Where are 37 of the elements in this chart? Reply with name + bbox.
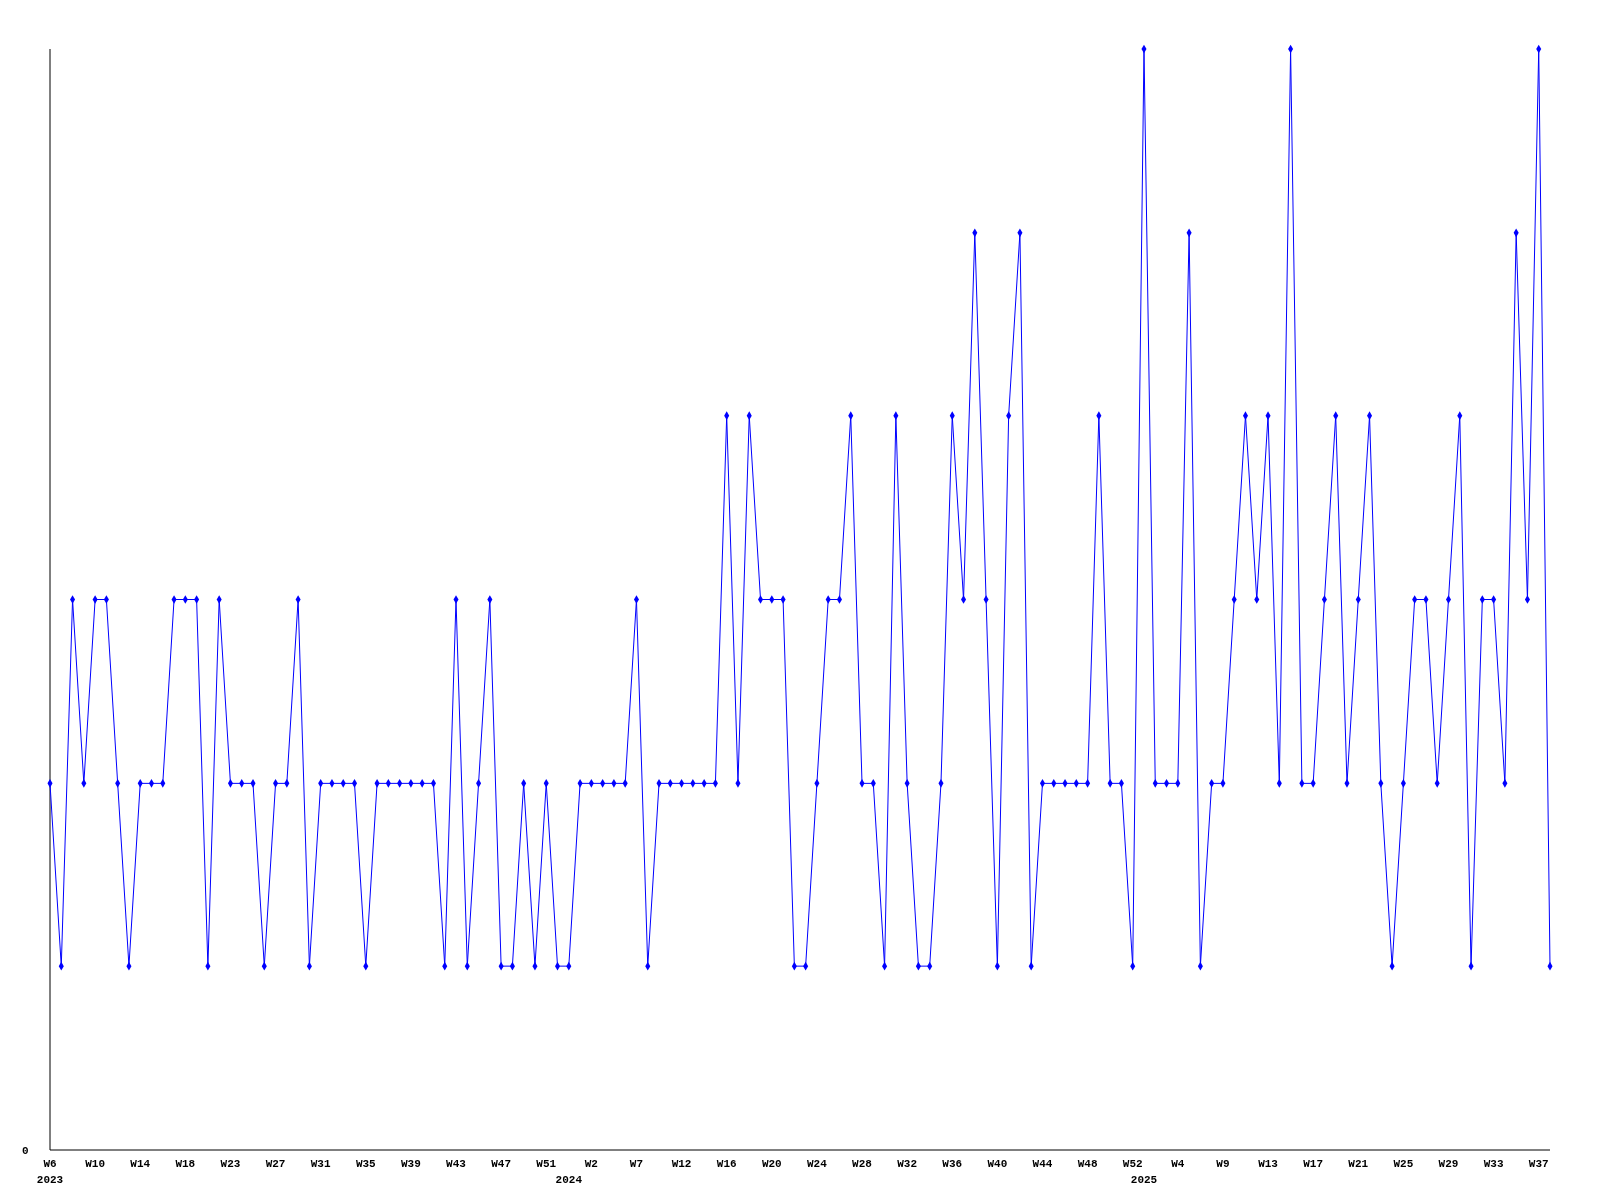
x-tick-label: W17 — [1303, 1158, 1324, 1170]
x-tick-label: W35 — [355, 1158, 377, 1170]
x-tick-label: W36 — [942, 1158, 963, 1170]
x-tick-label: W43 — [446, 1158, 467, 1170]
text: 0 — [22, 1145, 29, 1157]
x-tick-label: W25 — [1393, 1158, 1414, 1170]
x-tick-label: W21 — [1348, 1158, 1369, 1170]
x-tick-label: W27 — [265, 1158, 286, 1170]
x-tick-label: W7 — [629, 1158, 644, 1170]
x-tick-label: W52 — [1122, 1158, 1143, 1170]
x-tick-label: 2024 — [555, 1174, 583, 1186]
x-tick-label: W31 — [310, 1158, 331, 1170]
x-tick-label: W44 — [1032, 1158, 1053, 1170]
x-tick-label: W10 — [85, 1158, 106, 1170]
x-tick-label: W39 — [401, 1158, 421, 1170]
x-tick-label: W4 — [1171, 1158, 1185, 1170]
x-tick-label: W47 — [491, 1158, 512, 1170]
x-tick-label: W13 — [1258, 1158, 1279, 1170]
x-tick-label: W18 — [175, 1158, 196, 1170]
x-tick-label: W33 — [1483, 1158, 1504, 1170]
x-tick-label: W24 — [807, 1158, 828, 1170]
x-tick-label: W12 — [671, 1158, 692, 1170]
x-tick-label: W29 — [1438, 1158, 1459, 1170]
x-tick-label: W37 — [1528, 1158, 1549, 1170]
x-tick-label: W9 — [1216, 1158, 1230, 1170]
x-tick-label: W23 — [220, 1158, 241, 1170]
x-tick-label: W40 — [987, 1158, 1008, 1170]
x-tick-label: W48 — [1077, 1158, 1098, 1170]
x-tick-label: W51 — [536, 1158, 557, 1170]
x-tick-label: W28 — [852, 1158, 873, 1170]
x-tick-label: W2 — [584, 1158, 598, 1170]
x-tick-label: W14 — [130, 1158, 151, 1170]
x-tick-label: W6 2023 — [36, 1158, 64, 1186]
x-tick-label: W16 — [716, 1158, 737, 1170]
x-tick-label: 2025 — [1130, 1174, 1158, 1186]
x-tick-label: W32 — [897, 1158, 918, 1170]
x-tick-label: W20 — [761, 1158, 782, 1170]
